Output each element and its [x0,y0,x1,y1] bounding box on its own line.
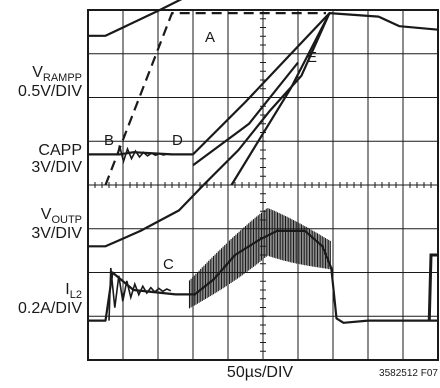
trace-voutp [88,12,331,248]
marker-e: E [307,49,318,66]
marker-c: C [163,256,174,273]
channel-scale: 3V/DIV [31,225,82,242]
trace-capp [88,12,331,156]
marker-b: B [104,132,115,149]
channel-sub: RAMPP [42,72,82,84]
marker-a: A [205,29,216,46]
channel-scale: 0.5V/DIV [17,83,82,100]
trace-il2-ripple [188,208,331,309]
traces [88,0,439,324]
x-axis-label: 50µs/DIV [226,364,294,381]
channel-sub: OUTP [51,214,82,226]
trace-capp-lower [192,61,299,167]
trace-vrampp [88,0,183,37]
marker-d: D [172,132,183,149]
channel-scale: 0.2A/DIV [17,300,82,317]
channel-label-capp: CAPP 3V/DIV [2,142,82,176]
channel-label-rampp: VRAMPP 0.5V/DIV [2,64,82,100]
channel-main: V [40,206,52,223]
figure-id: 3582512 F07 [379,368,438,379]
channel-main: CAPP [38,142,82,159]
channel-main: I [65,281,70,298]
trace-capp-ringing [116,145,172,165]
channel-label-l2: IL2 0.2A/DIV [2,281,82,317]
channel-scale: 3V/DIV [31,159,82,176]
trace-il2-restart [427,253,438,321]
trace-il2-ringing [108,267,172,321]
channel-sub: L2 [69,289,82,301]
trace-vrampp-e [230,12,439,186]
grid [87,9,439,361]
trace-vrampp-a [104,12,326,186]
channel-main: V [32,64,43,81]
channel-label-outp: VOUTP 3V/DIV [2,206,82,242]
